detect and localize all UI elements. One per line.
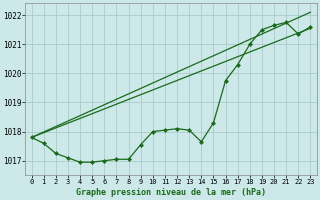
X-axis label: Graphe pression niveau de la mer (hPa): Graphe pression niveau de la mer (hPa): [76, 188, 266, 197]
